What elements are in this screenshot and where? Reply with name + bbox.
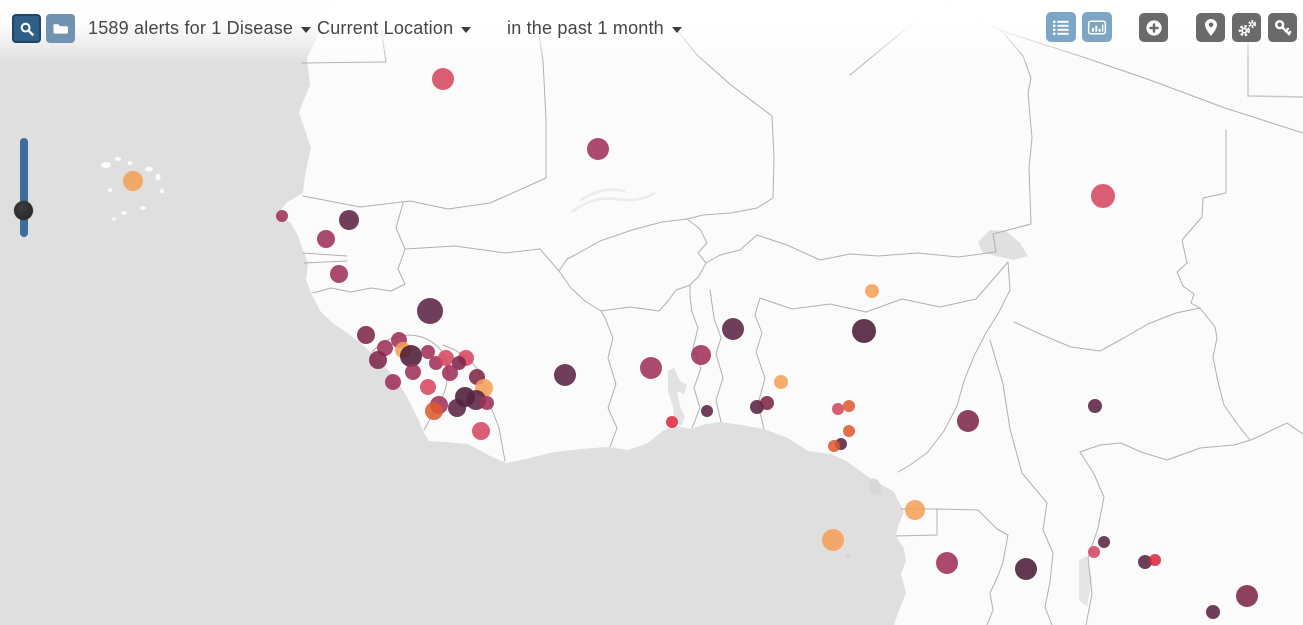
alert-marker[interactable]: [339, 210, 359, 230]
alert-marker[interactable]: [843, 400, 855, 412]
alert-marker[interactable]: [587, 138, 609, 160]
alert-marker[interactable]: [276, 210, 288, 222]
gulf-islands: [845, 478, 882, 559]
alert-marker[interactable]: [448, 399, 466, 417]
alert-marker[interactable]: [1091, 184, 1115, 208]
alert-marker[interactable]: [722, 318, 744, 340]
alert-marker[interactable]: [420, 379, 436, 395]
alert-marker[interactable]: [905, 500, 925, 520]
alerts-dropdown[interactable]: 1589 alerts for 1 Disease: [88, 13, 312, 43]
alert-marker[interactable]: [1088, 399, 1102, 413]
alert-marker[interactable]: [666, 416, 678, 428]
time-dropdown[interactable]: in the past 1 month: [507, 13, 682, 43]
alert-markers-layer: [123, 68, 1258, 619]
settings-button[interactable]: [1232, 13, 1261, 42]
alert-marker[interactable]: [480, 396, 494, 410]
alert-marker[interactable]: [442, 365, 458, 381]
alert-marker[interactable]: [432, 68, 454, 90]
alert-marker[interactable]: [828, 440, 840, 452]
api-key-button[interactable]: [1268, 13, 1297, 42]
alert-marker[interactable]: [385, 374, 401, 390]
alert-marker[interactable]: [957, 410, 979, 432]
plus-circle-icon: [1145, 19, 1162, 36]
alert-marker[interactable]: [452, 356, 466, 370]
folder-button[interactable]: [46, 14, 75, 43]
cape-verde-islands: [101, 157, 164, 221]
alert-marker[interactable]: [357, 326, 375, 344]
alert-marker[interactable]: [369, 351, 387, 369]
location-pin-button[interactable]: [1196, 13, 1225, 42]
alert-marker[interactable]: [1236, 585, 1258, 607]
alert-marker[interactable]: [832, 403, 844, 415]
alert-marker[interactable]: [554, 364, 576, 386]
chevron-down-icon: [671, 26, 682, 33]
alert-marker[interactable]: [472, 422, 490, 440]
zoom-slider-track[interactable]: [20, 138, 28, 237]
map-pin-icon: [1204, 19, 1217, 36]
alerts-dropdown-label: 1589 alerts for 1 Disease: [88, 17, 294, 38]
alert-marker[interactable]: [640, 357, 662, 379]
list-view-button[interactable]: [1046, 12, 1076, 42]
chevron-down-icon: [301, 26, 312, 33]
alert-marker[interactable]: [1138, 555, 1152, 569]
alert-marker[interactable]: [822, 529, 844, 551]
alert-marker[interactable]: [438, 350, 454, 366]
alert-marker[interactable]: [843, 425, 855, 437]
alert-marker[interactable]: [317, 230, 335, 248]
alert-marker[interactable]: [123, 171, 143, 191]
chart-view-button[interactable]: [1082, 12, 1112, 42]
alert-marker[interactable]: [760, 396, 774, 410]
alert-marker[interactable]: [1206, 605, 1220, 619]
search-button[interactable]: [12, 14, 41, 43]
alert-marker[interactable]: [425, 402, 443, 420]
chevron-down-icon: [461, 26, 472, 33]
alert-marker[interactable]: [774, 375, 788, 389]
alert-marker[interactable]: [417, 298, 443, 324]
alert-marker[interactable]: [701, 405, 713, 417]
location-dropdown[interactable]: Current Location: [317, 13, 472, 43]
alert-marker[interactable]: [1088, 546, 1100, 558]
cogs-icon: [1238, 19, 1257, 36]
alert-marker[interactable]: [1098, 536, 1110, 548]
map-ocean: [0, 0, 906, 625]
alert-marker[interactable]: [1149, 554, 1161, 566]
alert-marker[interactable]: [330, 265, 348, 283]
zoom-slider-knob[interactable]: [14, 200, 33, 220]
list-icon: [1053, 20, 1069, 35]
alert-marker[interactable]: [421, 345, 435, 359]
time-dropdown-label: in the past 1 month: [507, 17, 664, 38]
alert-marker[interactable]: [936, 552, 958, 574]
alert-marker[interactable]: [852, 319, 876, 343]
search-icon: [20, 22, 34, 36]
alert-marker[interactable]: [405, 364, 421, 380]
location-dropdown-label: Current Location: [317, 17, 454, 38]
add-alert-button[interactable]: [1139, 13, 1168, 42]
alert-marker[interactable]: [1015, 558, 1037, 580]
key-icon: [1274, 19, 1292, 36]
bar-chart-icon: [1087, 20, 1107, 34]
folder-icon: [53, 24, 68, 34]
alert-marker[interactable]: [865, 284, 879, 298]
alert-marker[interactable]: [691, 345, 711, 365]
alert-marker[interactable]: [400, 345, 422, 367]
